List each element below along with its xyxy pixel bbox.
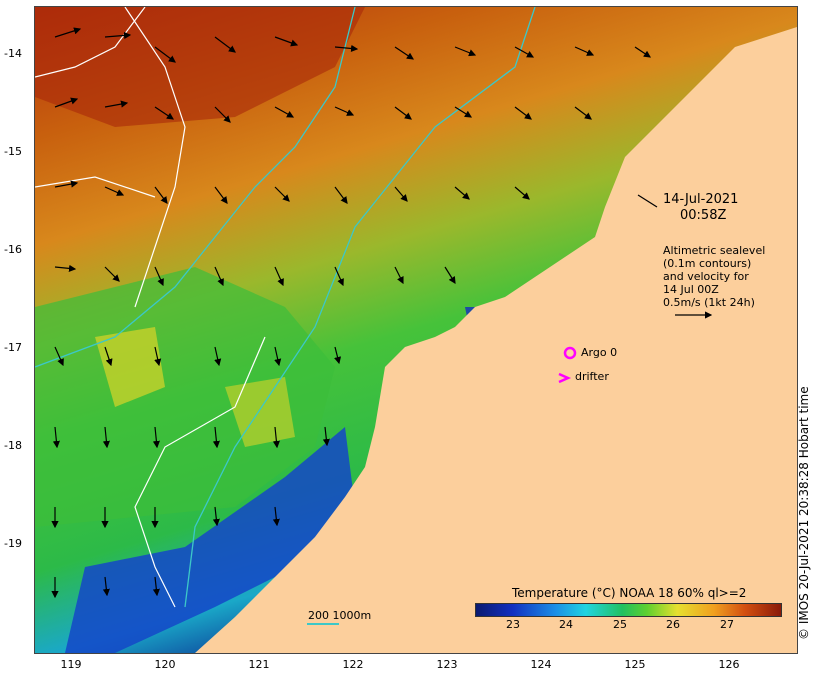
colorbar-tick: 24	[559, 618, 573, 631]
isobath-1000m	[184, 7, 536, 608]
lat-label: -16	[4, 243, 22, 256]
depth-scale-label: 200 1000m	[308, 609, 372, 622]
lon-label: 125	[624, 658, 646, 671]
colorbar-tick: 25	[613, 618, 627, 631]
colorbar-tick: 26	[666, 618, 680, 631]
lat-label: -18	[4, 439, 22, 452]
pointer-line	[637, 194, 658, 208]
lon-label: 122	[342, 658, 364, 671]
lat-label: -19	[4, 537, 22, 550]
lon-label: 124	[530, 658, 552, 671]
argo-label: Argo 0	[581, 346, 618, 359]
isobath-200m	[35, 7, 356, 368]
coastal-cold-band	[65, 427, 355, 653]
sealevel-contour-3	[134, 336, 266, 608]
land-kimberley-coast	[195, 27, 797, 653]
drifter-marker	[558, 372, 572, 384]
image-time: 00:58Z	[680, 208, 727, 223]
lon-label: 120	[154, 658, 176, 671]
colorbar-title: Temperature (°C) NOAA 18 60% ql>=2	[512, 586, 747, 600]
lat-label: -15	[4, 145, 22, 158]
colorbar-tick: 23	[506, 618, 520, 631]
legend-line: 14 Jul 00Z	[663, 283, 719, 296]
lat-label: -17	[4, 341, 22, 354]
warm-water-patch	[35, 7, 365, 127]
legend-line: and velocity for	[663, 270, 749, 283]
lon-label: 123	[436, 658, 458, 671]
warm-eddy-patch	[95, 327, 165, 407]
legend-line: Altimetric sealevel	[663, 244, 766, 257]
argo-marker	[563, 346, 577, 360]
sst-map-svg	[35, 7, 797, 653]
velocity-arrows	[51, 27, 651, 599]
drifter-label: drifter	[575, 370, 609, 383]
sealevel-contour-2	[35, 176, 156, 198]
warm-eddy-patch-2	[225, 377, 295, 447]
colorbar	[475, 603, 782, 617]
sealevel-contour-1	[124, 7, 186, 308]
legend-line: (0.1m contours)	[663, 257, 752, 270]
lat-label: -14	[4, 47, 22, 60]
lon-label: 126	[718, 658, 740, 671]
sealevel-contour-4	[35, 7, 146, 78]
lon-label: 121	[248, 658, 270, 671]
sst-map	[34, 6, 798, 654]
legend-line: 0.5m/s (1kt 24h)	[663, 296, 755, 309]
colorbar-tick: 27	[720, 618, 734, 631]
depth-scale-bar	[307, 623, 339, 625]
cool-water-patch	[35, 267, 335, 527]
credit-text: © IMOS 20-Jul-2021 20:38:28 Hobart time	[797, 386, 811, 640]
lon-label: 119	[60, 658, 82, 671]
image-date: 14-Jul-2021	[663, 192, 739, 207]
